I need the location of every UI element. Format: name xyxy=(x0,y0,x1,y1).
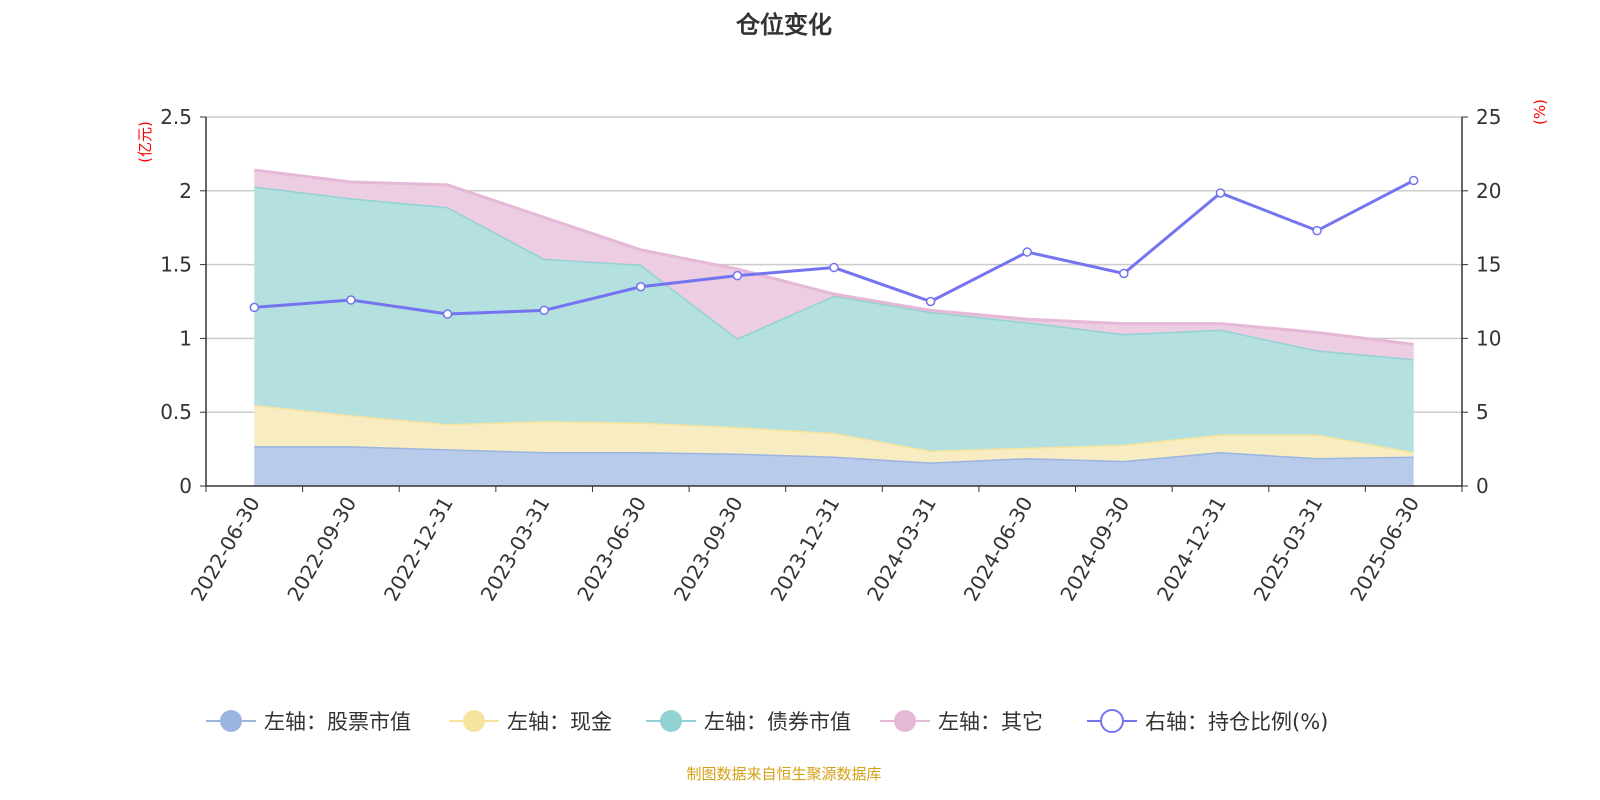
ratio-point xyxy=(346,295,356,305)
ratio-point xyxy=(829,262,839,273)
legend-marker xyxy=(463,710,485,732)
x-axis-tick-label: 2024-03-31 xyxy=(862,493,941,606)
right-axis-tick-label: 20 xyxy=(1476,179,1501,203)
left-axis-tick-label: 1 xyxy=(179,326,192,350)
left-axis-tick-label: 2 xyxy=(179,179,192,203)
ratio-point xyxy=(1022,247,1032,257)
x-axis-tick-label: 2023-09-30 xyxy=(669,493,748,606)
x-axis-tick-label: 2022-06-30 xyxy=(186,493,265,606)
legend-label: 左轴：债券市值 xyxy=(704,710,851,734)
legend-label: 左轴：其它 xyxy=(938,710,1043,734)
x-axis-tick-label: 2025-03-31 xyxy=(1249,493,1328,606)
right-axis-tick-label: 15 xyxy=(1476,253,1501,277)
ratio-point xyxy=(249,302,260,313)
x-axis-tick-label: 2025-06-30 xyxy=(1345,493,1424,606)
area-2 xyxy=(254,186,1414,453)
ratio-point xyxy=(539,305,549,316)
legend-marker xyxy=(1100,709,1124,733)
ratio-point xyxy=(636,281,646,292)
footer-source: 制图数据来自恒生聚源数据库 xyxy=(686,765,881,783)
x-axis-tick-label: 2024-09-30 xyxy=(1055,493,1134,606)
ratio-point xyxy=(925,296,936,307)
x-axis-tick-label: 2022-09-30 xyxy=(282,493,361,606)
x-axis-tick-label: 2022-12-31 xyxy=(379,493,458,606)
legend-label: 右轴：持仓比例(%) xyxy=(1145,710,1328,734)
left-axis-tick-label: 0.5 xyxy=(160,400,192,424)
area-line-3 xyxy=(254,168,1414,346)
left-axis-tick-label: 1.5 xyxy=(160,253,192,277)
x-axis-tick-label: 2023-12-31 xyxy=(765,493,844,606)
right-axis-tick-label: 5 xyxy=(1476,400,1489,424)
right-axis-tick-label: 25 xyxy=(1476,105,1501,129)
x-axis-tick-label: 2024-06-30 xyxy=(959,493,1038,606)
ratio-point xyxy=(1119,268,1129,279)
right-axis-tick-label: 10 xyxy=(1476,326,1501,350)
chart-title: 仓位变化 xyxy=(735,11,832,39)
x-axis-tick-label: 2024-12-31 xyxy=(1152,493,1231,606)
legend-marker xyxy=(220,710,242,732)
left-axis-unit: (亿元) xyxy=(136,121,154,163)
right-axis-tick-label: 0 xyxy=(1476,474,1489,498)
right-axis-unit: (%) xyxy=(1531,99,1549,125)
ratio-point xyxy=(1408,175,1419,186)
ratio-point xyxy=(1215,188,1226,198)
legend-label: 左轴：股票市值 xyxy=(264,710,411,734)
x-axis-tick-label: 2023-03-31 xyxy=(476,493,555,606)
left-axis-tick-label: 0 xyxy=(179,474,192,498)
ratio-point xyxy=(442,309,453,319)
ratio-point xyxy=(1312,225,1322,236)
legend-marker xyxy=(894,710,916,732)
left-axis-tick-label: 2.5 xyxy=(160,105,192,129)
legend-label: 左轴：现金 xyxy=(507,710,612,734)
x-axis-tick-label: 2023-06-30 xyxy=(572,493,651,606)
ratio-point xyxy=(732,270,743,281)
area-0 xyxy=(254,446,1414,486)
legend-marker xyxy=(660,710,682,732)
